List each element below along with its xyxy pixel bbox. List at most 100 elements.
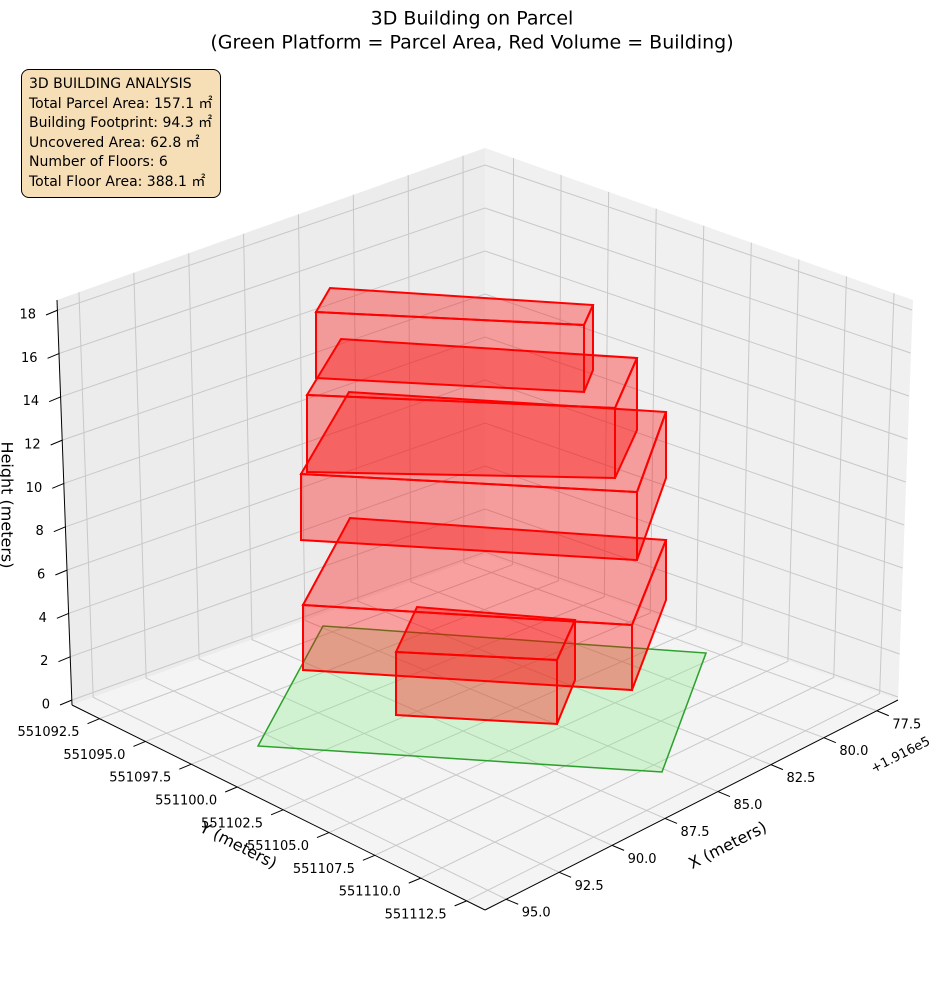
y-tick [454, 900, 467, 907]
x-tick-label: 95.0 [522, 906, 551, 921]
grid-line [282, 225, 705, 811]
z-tick [59, 699, 73, 706]
z-tick [53, 526, 66, 533]
y-tick-label: 551107.5 [293, 862, 355, 877]
grid-line [243, 233, 666, 819]
x-tick-label: 90.0 [628, 852, 657, 867]
z-tick-label: 2 [40, 654, 48, 669]
grid-line [60, 250, 910, 398]
info-line: Building Footprint: 94.3 ㎡ [29, 115, 213, 131]
floor-face [583, 304, 594, 393]
grid-line [64, 336, 906, 484]
grid [57, 155, 913, 902]
x-tick [770, 764, 784, 771]
grid-line [78, 292, 507, 900]
z-tick-label: 0 [42, 698, 50, 713]
x-axis-line [484, 699, 899, 911]
building [299, 286, 668, 726]
z-axis-line [56, 299, 73, 706]
x-tick-label: 87.5 [681, 825, 710, 840]
y-tick-label: 551110.0 [339, 885, 401, 900]
y-tick-label: 551105.0 [247, 839, 309, 854]
info-box: 3D BUILDING ANALYSIS Total Parcel Area: 1… [21, 69, 221, 198]
y-tick-label: 551112.5 [385, 907, 447, 922]
x-tick [823, 737, 837, 744]
grid-line [462, 155, 877, 712]
grid-line [466, 293, 895, 902]
y-tick [316, 832, 330, 839]
info-line: Number of Floors: 6 [29, 154, 168, 170]
floor-face [636, 411, 667, 561]
z-tick [58, 656, 71, 663]
z-tick-label: 18 [19, 308, 36, 323]
z-tick-label: 8 [35, 524, 43, 539]
y-tick [179, 763, 192, 770]
x-tick-label: 92.5 [575, 879, 604, 894]
y-tick-label: 551102.5 [201, 816, 263, 831]
floor-pane [72, 555, 898, 910]
z-tick [48, 396, 62, 403]
right-pane [485, 148, 913, 700]
z-tick [52, 482, 65, 489]
x-tick-label: 77.5 [892, 717, 921, 732]
x-tick-label: 82.5 [786, 771, 815, 786]
x-tick [876, 710, 890, 717]
grid-line [70, 508, 900, 658]
chart-subtitle: (Green Platform = Parcel Area, Red Volum… [210, 32, 733, 54]
info-line: Uncovered Area: 62.8 ㎡ [29, 134, 200, 151]
floor-face [631, 539, 667, 691]
y-axis-line [71, 704, 486, 911]
y-tick-label: 551092.5 [18, 725, 80, 740]
grid-line [59, 207, 911, 354]
z-axis-label: Height (meters) [0, 442, 17, 569]
grid-line [297, 214, 719, 793]
grid-line [133, 272, 560, 873]
grid-line [191, 191, 610, 765]
grid-line [62, 293, 908, 441]
z-tick [56, 612, 70, 619]
grid-line [407, 175, 825, 739]
grid-line [67, 422, 903, 571]
x-tick [664, 818, 678, 824]
x-offset-label: +1.916e5 [869, 734, 933, 777]
z-tick [45, 309, 59, 316]
y-tick [270, 809, 284, 816]
x-tick-label: 80.0 [839, 744, 868, 759]
z-tick-label: 16 [21, 351, 38, 366]
floor-face [315, 310, 585, 394]
z-tick-label: 4 [39, 611, 47, 626]
grid-line [374, 259, 800, 856]
floor-face [556, 619, 576, 725]
grid-line [188, 253, 613, 846]
axes: 0 2 4 6 8 10 12 14 16 18 77.5 80.0 82.5 85.0 87.5 90.0 9… [18, 308, 922, 923]
z-tick [50, 439, 63, 446]
z-tick [55, 569, 68, 576]
grid-line [68, 465, 902, 614]
z-tick-label: 12 [24, 438, 41, 453]
z-tick-label: 6 [37, 568, 45, 583]
y-tick [408, 877, 421, 884]
info-line: Total Floor Area: 388.1 ㎡ [29, 173, 206, 190]
floor-face [614, 357, 638, 479]
grid-line [145, 175, 562, 742]
x-tick [558, 871, 572, 878]
z-tick-label: 14 [23, 394, 40, 409]
grid-line [328, 242, 752, 834]
y-tick [87, 718, 100, 725]
z-tick [47, 352, 60, 359]
grid-line [65, 379, 905, 528]
grid-line [237, 208, 657, 788]
y-tick-label: 551097.5 [109, 771, 171, 786]
info-line: 3D BUILDING ANALYSIS [29, 76, 192, 92]
x-tick [505, 898, 519, 905]
info-line: Total Parcel Area: 157.1 ㎡ [29, 95, 213, 112]
grid-line [420, 276, 847, 879]
y-tick [362, 854, 376, 861]
grid-line [99, 158, 515, 720]
floor-face [306, 393, 616, 480]
y-tick [133, 740, 146, 747]
parcel [256, 625, 708, 773]
x-tick [611, 844, 625, 851]
